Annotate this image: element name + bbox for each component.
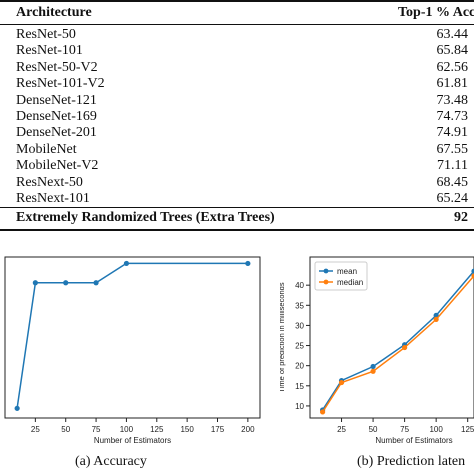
y-tick-label: 30	[295, 321, 304, 330]
legend-marker	[323, 279, 329, 285]
x-tick-label: 25	[337, 425, 346, 434]
table-row-architecture: ResNext-50	[16, 174, 83, 190]
x-tick-label: 25	[31, 425, 40, 434]
table-row-architecture: ResNext-101	[16, 191, 90, 206]
table-row-accuracy: 65.24	[436, 191, 469, 206]
table-top-rule	[0, 0, 474, 2]
table-header-rule	[0, 24, 474, 25]
caption-b: (b) Prediction laten	[357, 454, 466, 469]
table-final-rule	[0, 207, 474, 208]
x-tick-label: 175	[211, 425, 225, 434]
legend-label: median	[337, 278, 363, 287]
plot-frame	[4, 256, 261, 419]
y-tick-label: 25	[295, 342, 304, 351]
table-row-accuracy: 68.45	[436, 174, 469, 190]
x-tick-label: 100	[429, 425, 443, 434]
series-line	[321, 275, 474, 413]
table-bottom-rule	[0, 229, 474, 231]
y-tick-label: 15	[295, 382, 304, 391]
data-point	[14, 405, 20, 411]
y-tick-label: 20	[295, 362, 304, 371]
data-point	[32, 280, 38, 286]
x-axis-label: Number of Estimators	[375, 436, 452, 445]
x-tick-label: 150	[180, 425, 194, 434]
table-row-architecture: ResNet-50-V2	[16, 59, 98, 75]
x-tick-label: 125	[461, 425, 474, 434]
table-row-architecture: MobileNet-V2	[16, 158, 99, 174]
data-point	[471, 268, 474, 274]
table-row-accuracy: 61.81	[436, 76, 469, 92]
table-row-accuracy: 67.55	[436, 141, 469, 157]
table-row-accuracy: 62.56	[436, 59, 469, 75]
data-point	[433, 312, 439, 318]
x-tick-label: 200	[241, 425, 255, 434]
x-tick-label: 75	[400, 425, 409, 434]
data-point	[433, 316, 439, 322]
x-tick-label: 50	[61, 425, 70, 434]
table-row-architecture: DenseNet-169	[16, 109, 97, 124]
y-axis-label: Time of prediction in milliseconds	[280, 282, 286, 392]
data-point	[370, 363, 376, 370]
final-row-architecture: Extremely Randomized Trees (Extra Trees)	[16, 210, 275, 225]
data-point	[402, 344, 408, 351]
table-row-architecture: ResNet-50	[16, 27, 76, 42]
table-row-architecture: DenseNet-201	[16, 125, 97, 141]
table-row-architecture: ResNet-101	[16, 43, 83, 59]
y-tick-label: 40	[295, 281, 304, 290]
header-accuracy: Top-1 % Acc	[398, 5, 474, 20]
y-tick-label: 35	[295, 301, 304, 310]
latency-chart: 25 50 75 100 125 10 15 20 25 30 35 40 Number of Esti…	[280, 256, 474, 445]
data-point	[245, 260, 251, 267]
table-row-accuracy: 74.73	[436, 109, 469, 124]
data-point	[338, 379, 345, 386]
plot-frame	[309, 256, 474, 419]
legend-marker	[323, 268, 329, 274]
data-point	[320, 409, 326, 415]
data-point	[123, 260, 130, 267]
table-row-accuracy: 73.48	[436, 92, 469, 108]
table-row-architecture: MobileNet	[16, 141, 77, 157]
data-point	[93, 280, 99, 286]
header-architecture: Architecture	[16, 5, 92, 20]
table-row-accuracy: 74.91	[436, 125, 469, 141]
data-point	[471, 273, 474, 279]
table-row-accuracy: 63.44	[436, 27, 469, 42]
table-row-architecture: DenseNet-121	[16, 92, 97, 108]
table-row-accuracy: 71.11	[437, 158, 468, 174]
caption-a: (a) Accuracy	[75, 454, 147, 469]
y-tick-label: 10	[295, 402, 304, 411]
legend-label: mean	[337, 267, 357, 276]
table-row-architecture: ResNet-101-V2	[16, 76, 105, 92]
x-tick-label: 100	[120, 425, 134, 434]
x-tick-label: 75	[92, 425, 101, 434]
data-point	[63, 280, 69, 286]
accuracy-chart: 25 50 75 100 125 150 175 200 Number of Estimator…	[4, 256, 261, 445]
final-row-accuracy: 92	[454, 210, 468, 225]
series-line	[16, 262, 248, 409]
data-point	[370, 368, 376, 374]
x-axis-label: Number of Estimators	[94, 436, 171, 445]
x-tick-label: 125	[150, 425, 164, 434]
x-tick-label: 50	[369, 425, 378, 434]
table-row-accuracy: 65.84	[436, 43, 469, 59]
series-line	[321, 270, 474, 411]
